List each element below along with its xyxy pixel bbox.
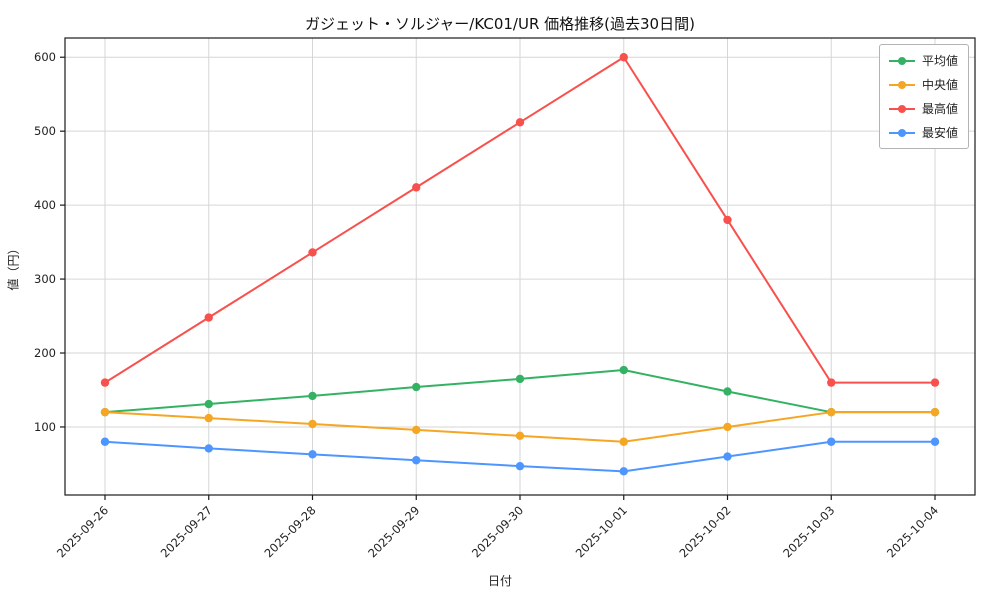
legend-item-0: 平均値 [888, 52, 958, 69]
data-point [827, 378, 836, 387]
legend-line-marker [888, 56, 915, 65]
data-point [308, 391, 317, 401]
data-point [204, 413, 213, 423]
x-tick-label: 2025-09-28 [261, 503, 318, 560]
data-point [515, 118, 525, 127]
data-point [827, 437, 836, 446]
data-point [412, 183, 421, 192]
data-point [930, 378, 940, 387]
legend-item-3: 最安値 [888, 124, 958, 141]
legend-line-marker [888, 80, 915, 89]
y-tick-label: 200 [34, 346, 56, 360]
data-point [100, 378, 110, 387]
data-point [930, 407, 940, 417]
chart-title: ガジェット・ソルジャー/KC01/UR 価格推移(過去30日間) [305, 15, 695, 33]
data-point [723, 452, 732, 461]
legend-label: 平均値 [921, 54, 958, 68]
x-axis-label: 日付 [487, 574, 512, 588]
legend: 平均値中央値最高値最安値 [878, 44, 969, 149]
data-point [619, 467, 628, 476]
data-point [723, 215, 732, 225]
data-point [100, 437, 110, 446]
legend-item-1: 中央値 [888, 76, 958, 93]
legend-line-marker [888, 104, 915, 113]
x-tick-label: 2025-10-01 [573, 503, 630, 560]
data-point [308, 450, 317, 459]
data-point [515, 374, 525, 384]
x-tick-label: 2025-10-02 [676, 503, 733, 560]
data-point [204, 444, 213, 453]
x-tick-label: 2025-09-29 [365, 503, 422, 560]
data-point [930, 437, 940, 446]
x-tick-label: 2025-09-30 [469, 503, 526, 560]
legend-dot-marker [897, 56, 906, 65]
data-point [204, 399, 213, 409]
y-tick-label: 400 [34, 198, 56, 212]
data-point [412, 382, 421, 392]
x-tick-label: 2025-10-04 [884, 503, 941, 560]
legend-label: 最安値 [921, 126, 958, 140]
y-axis-label: 値（円） [6, 242, 21, 291]
y-tick-label: 100 [34, 420, 56, 434]
legend-dot-marker [897, 80, 906, 89]
data-point [204, 313, 213, 322]
legend-line-marker [888, 128, 915, 137]
data-point [308, 248, 317, 257]
legend-dot-marker [897, 128, 906, 137]
data-point [100, 407, 110, 417]
y-tick-label: 300 [34, 272, 56, 286]
data-point [619, 53, 628, 62]
data-point [515, 431, 525, 441]
data-point [723, 422, 732, 432]
legend-label: 中央値 [921, 78, 958, 92]
data-point [827, 407, 836, 417]
y-tick-label: 600 [34, 50, 56, 64]
legend-dot-marker [897, 104, 906, 113]
data-point [515, 461, 525, 471]
x-tick-label: 2025-09-27 [158, 503, 215, 560]
x-tick-label: 2025-09-26 [54, 503, 111, 560]
x-tick-label: 2025-10-03 [780, 503, 837, 560]
legend-label: 最高値 [921, 102, 958, 116]
data-point [619, 365, 628, 375]
legend-item-2: 最高値 [888, 100, 958, 117]
data-point [308, 419, 317, 429]
data-point [723, 387, 732, 396]
y-tick-label: 500 [34, 124, 56, 138]
data-point [412, 456, 421, 465]
data-point [412, 425, 421, 435]
data-point [619, 437, 628, 446]
